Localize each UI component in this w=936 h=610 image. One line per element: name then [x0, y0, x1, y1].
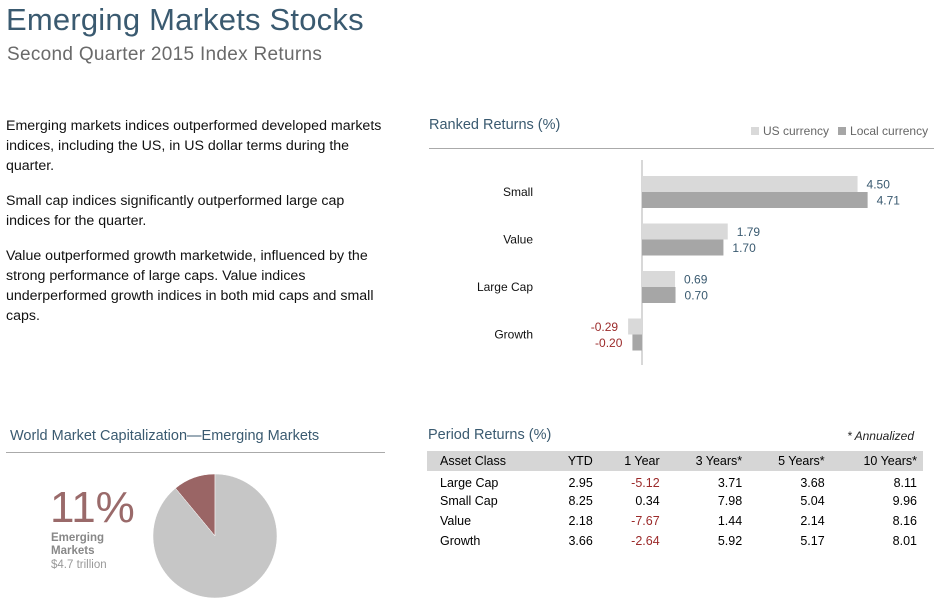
column-header: 5 Years*: [748, 451, 831, 471]
category-label: Value: [503, 233, 533, 247]
column-header: 1 Year: [598, 451, 666, 471]
legend-swatch-local: [838, 127, 847, 135]
table-header-row: Asset Class YTD 1 Year 3 Years* 5 Years*…: [427, 451, 923, 471]
bar: [642, 239, 724, 256]
emerging-percent: 11%: [50, 483, 135, 532]
table-cell: -7.67: [631, 514, 660, 528]
table-cell: 2.18: [568, 514, 593, 528]
data-label: -0.29: [591, 320, 619, 334]
legend-label-local: Local currency: [850, 124, 929, 138]
table-cell: 2.14: [800, 514, 825, 528]
category-label: Large Cap: [477, 280, 533, 294]
commentary-paragraph: Small cap indices significantly outperfo…: [6, 193, 345, 229]
table-cell: 5.04: [800, 494, 825, 508]
bar: [642, 271, 676, 287]
world-cap-title: World Market Capitalization—Emerging Mar…: [10, 428, 320, 444]
bar: [642, 176, 858, 192]
table-cell: 9.96: [892, 494, 917, 508]
period-returns-title: Period Returns (%): [428, 427, 552, 443]
category-label: Growth: [494, 328, 533, 342]
table-row: Large Cap 2.95 -5.12 3.71 3.68 8.11: [427, 471, 923, 491]
table-row: Growth 3.66 -2.64 5.92 5.17 8.01: [427, 531, 923, 551]
table-row: Small Cap 8.25 0.34 7.98 5.04 9.96: [427, 491, 923, 511]
data-label: 0.69: [684, 273, 708, 287]
column-header: 10 Years*: [830, 451, 923, 471]
ranked-returns-chart: Small 4.50 4.71 Value 1.79 1.70 Large Cap 0.69 0…: [477, 160, 901, 365]
data-label: 0.70: [685, 289, 709, 303]
emerging-value: $4.7 trillion: [51, 559, 107, 571]
table-cell: 8.11: [893, 475, 917, 490]
table-cell: 7.98: [717, 494, 743, 508]
legend-label-us: US currency: [763, 124, 830, 138]
bar: [642, 192, 868, 208]
table-cell: 2.95: [568, 475, 593, 490]
table-cell: Small Cap: [440, 494, 498, 508]
table-row: Value 2.18 -7.67 1.44 2.14 8.16: [427, 511, 923, 531]
legend-item-us: US currency: [751, 124, 829, 138]
table-cell: 3.68: [800, 475, 825, 490]
data-label: 4.71: [877, 194, 901, 208]
table-cell: Value: [440, 514, 472, 528]
commentary-paragraph: Emerging markets indices outperformed de…: [6, 118, 382, 174]
page-title: Emerging Markets Stocks: [6, 2, 364, 37]
bar: [642, 287, 676, 303]
ranked-returns-title: Ranked Returns (%): [429, 117, 561, 133]
table-cell: 5.17: [800, 534, 825, 548]
bar: [632, 334, 642, 351]
world-cap-divider: [6, 452, 385, 453]
data-label: -0.20: [595, 336, 623, 350]
commentary: Emerging markets indices outperformed de…: [6, 116, 391, 341]
data-label: 1.79: [737, 225, 761, 239]
table-cell: Large Cap: [440, 475, 499, 490]
world-cap-pie: [152, 474, 278, 599]
column-header: 3 Years*: [665, 451, 749, 471]
commentary-paragraph: Value outperformed growth marketwide, in…: [6, 248, 374, 324]
table-cell: 8.01: [892, 534, 917, 548]
page-subtitle: Second Quarter 2015 Index Returns: [7, 44, 323, 65]
table-cell: 0.34: [635, 494, 660, 508]
category-label: Small: [503, 185, 533, 199]
table-cell: 3.71: [717, 475, 743, 490]
table-cell: 8.25: [568, 494, 593, 508]
period-returns-table: Asset Class YTD 1 Year 3 Years* 5 Years*…: [427, 451, 923, 551]
table-cell: 8.16: [892, 514, 917, 528]
data-label: 4.50: [867, 178, 891, 192]
legend-item-local: Local currency: [838, 124, 928, 138]
legend-swatch-us: [751, 127, 759, 135]
column-header: YTD: [546, 451, 599, 471]
ranked-divider: [429, 148, 934, 149]
table-cell: 5.92: [717, 534, 743, 548]
emerging-label: Emerging Markets: [51, 532, 105, 557]
column-header: Asset Class: [427, 451, 547, 471]
chart-legend: US currency Local currency: [742, 124, 928, 138]
table-cell: 3.66: [568, 534, 593, 548]
table-cell: 1.44: [717, 514, 743, 528]
table-cell: -2.64: [631, 534, 660, 548]
annualized-note: * Annualized: [847, 429, 914, 443]
bar: [642, 223, 728, 240]
table-cell: Growth: [440, 534, 481, 548]
pie-slice: [152, 474, 278, 599]
bar: [628, 318, 642, 335]
data-label: 1.70: [732, 241, 756, 255]
table-cell: -5.12: [631, 475, 660, 490]
